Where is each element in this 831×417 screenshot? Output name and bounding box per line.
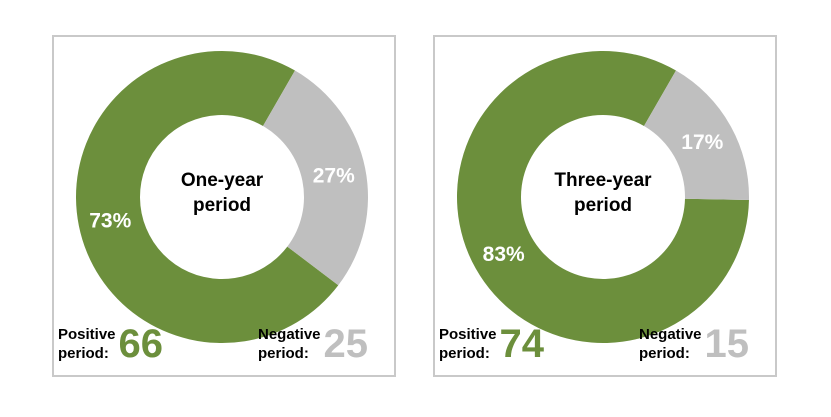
three-year-positive-percent-label: 83% [483,243,525,266]
three-year-positive-slice [457,51,749,344]
three-year-negative-slice [644,70,749,201]
one-year-negative-stat: Negative period: 25 [258,324,368,364]
three-year-negative-label: Negative period: [639,325,702,363]
one-year-slices [75,50,368,343]
one-year-negative-slice [263,70,368,286]
three-year-chart-panel: Three-year period 83% 17% Positive perio… [433,35,777,377]
one-year-positive-percent-label: 73% [89,210,131,233]
one-year-negative-label: Negative period: [258,325,321,363]
one-year-positive-slice [75,50,339,343]
one-year-positive-label-line-1: Positive [58,326,116,343]
three-year-negative-percent-label: 17% [681,131,723,154]
three-year-donut-chart: Three-year period 83% 17% [457,51,749,344]
three-year-positive-count: 74 [499,322,545,366]
three-year-negative-label-line-2: period: [639,345,690,362]
three-year-positive-label-line-2: period: [439,345,490,362]
one-year-negative-label-line-2: period: [258,345,309,362]
three-year-positive-label: Positive period: [439,325,497,363]
one-year-chart-panel: One-year period 73% 27% Positive period:… [52,35,396,377]
three-year-slices [457,51,749,344]
three-year-positive-stat: Positive period: 74 [439,324,544,364]
one-year-positive-stat: Positive period: 66 [58,324,163,364]
one-year-positive-label: Positive period: [58,325,116,363]
three-year-negative-stat: Negative period: 15 [639,324,749,364]
one-year-donut-chart: One-year period 73% 27% [75,50,368,343]
one-year-positive-count: 66 [118,322,164,366]
one-year-negative-percent-label: 27% [313,164,355,187]
one-year-center-title-line-1: One-year [181,170,264,191]
one-year-positive-label-line-2: period: [58,345,109,362]
three-year-negative-label-line-1: Negative [639,326,702,343]
one-year-center-title-line-2: period [193,195,251,216]
one-year-negative-count: 25 [323,322,369,366]
three-year-positive-label-line-1: Positive [439,326,497,343]
three-year-center-title-line-1: Three-year [554,170,652,191]
one-year-negative-label-line-1: Negative [258,326,321,343]
three-year-center-title-line-2: period [574,195,632,216]
three-year-negative-count: 15 [704,322,750,366]
